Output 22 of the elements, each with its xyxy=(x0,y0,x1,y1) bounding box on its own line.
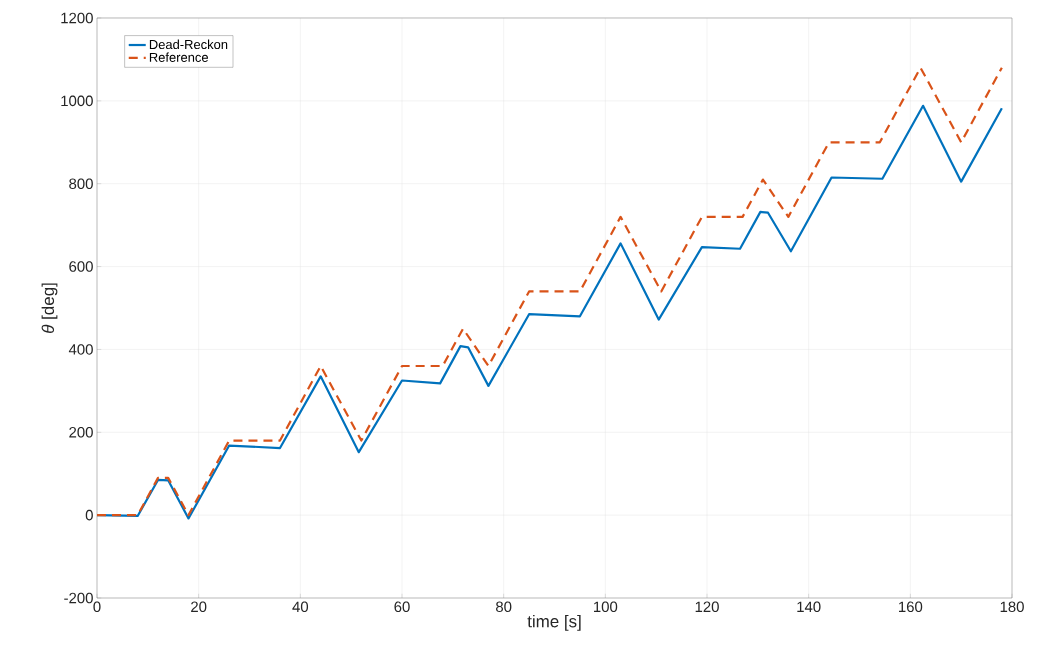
x-tick-label: 60 xyxy=(394,601,410,613)
x-tick-label: 20 xyxy=(191,601,207,613)
y-tick-label: 200 xyxy=(69,426,93,438)
legend-label: Reference xyxy=(149,52,209,62)
x-tick-label: 80 xyxy=(496,601,512,613)
y-tick-label: 1000 xyxy=(61,95,93,107)
x-tick-label: 120 xyxy=(695,601,719,613)
x-tick-label: 160 xyxy=(899,601,923,613)
x-tick-label: 100 xyxy=(594,601,618,613)
x-tick-label: 180 xyxy=(1000,601,1024,613)
y-axis-title: θ [deg] xyxy=(41,283,58,333)
y-tick-label: 800 xyxy=(69,178,93,189)
y-tick-label: 0 xyxy=(85,509,93,521)
x-tick-label: 0 xyxy=(93,601,101,613)
x-tick-label: 40 xyxy=(292,601,309,613)
legend-label: Dead-Reckon xyxy=(149,39,228,50)
y-tick-label: -200 xyxy=(64,592,93,604)
x-axis-title: time [s] xyxy=(527,614,581,631)
x-tick-label: 140 xyxy=(797,601,821,613)
y-tick-label: 600 xyxy=(69,261,93,272)
y-tick-label: 400 xyxy=(68,344,93,355)
y-tick-label: 1200 xyxy=(61,12,93,24)
